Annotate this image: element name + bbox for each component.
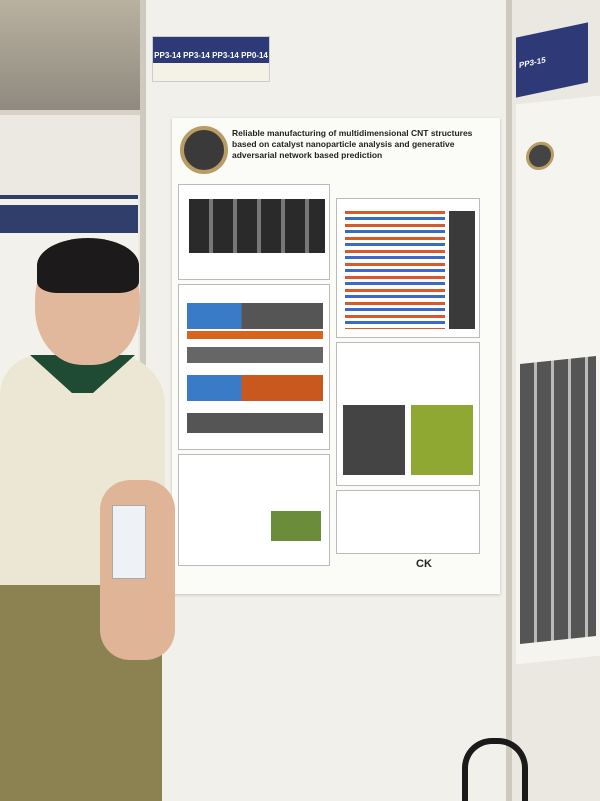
- poster-title: Reliable manufacturing of multidimension…: [232, 128, 473, 160]
- panel-gan: [336, 342, 480, 486]
- panel-results: [178, 454, 330, 566]
- tag-code: PP3-14: [212, 51, 239, 60]
- sem-images: [189, 199, 325, 253]
- panel-process: [178, 284, 330, 450]
- panel-overview: [178, 184, 330, 280]
- research-poster: Reliable manufacturing of multidimension…: [172, 118, 500, 594]
- name-badge: [112, 505, 146, 579]
- layer-bar: [187, 331, 323, 339]
- tag-code: PP3-14: [154, 51, 181, 60]
- poster-number-tag: PP3-14 PP3-14 PP3-14 PP0-14: [152, 36, 270, 82]
- panel-charts: [336, 198, 480, 338]
- left-poster-header: [0, 205, 138, 233]
- tag-code: PP0-14: [241, 51, 268, 60]
- bar-charts: [345, 211, 445, 329]
- layer-diagram: [187, 303, 323, 329]
- panel-conclusion: [336, 490, 480, 554]
- gan-output: [411, 405, 473, 475]
- right-poster-images: [520, 356, 596, 644]
- right-poster: [516, 95, 600, 665]
- lab-logo: CK: [416, 558, 432, 570]
- person-hair: [37, 238, 139, 293]
- university-logo: [180, 126, 228, 174]
- prediction-image: [271, 511, 321, 541]
- layer-diagram: [187, 375, 323, 401]
- sem-strip: [187, 413, 323, 433]
- sem-strip: [187, 347, 323, 363]
- gan-input: [343, 405, 405, 475]
- sem-column: [449, 211, 475, 329]
- tag-code: PP3-14: [183, 51, 210, 60]
- bag-strap: [462, 738, 528, 801]
- tag-code: PP3-15: [519, 55, 546, 71]
- right-poster-logo: [526, 140, 554, 172]
